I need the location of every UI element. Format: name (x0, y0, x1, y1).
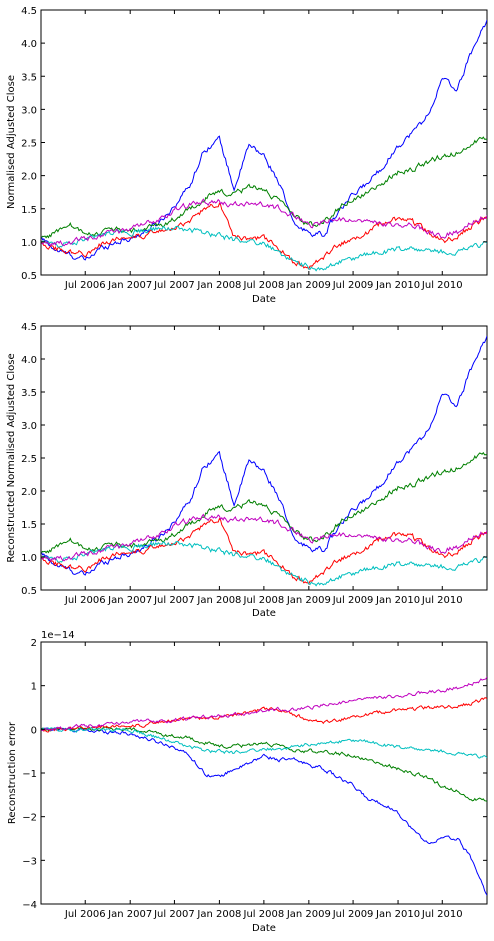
y-tick-label: 4.5 (21, 6, 37, 17)
y-scale-label-3: 1e−14 (41, 630, 75, 641)
x-tick-label: Jul 2009 (332, 909, 374, 920)
x-tick-label: Jan 2010 (375, 280, 420, 291)
y-tick-label: −3 (22, 856, 37, 867)
y-ticks-3: −4 −3 −2 −1 0 1 2 (22, 638, 487, 911)
chart-panel-1: 0.51.01.52.02.53.03.54.04.5 Jul 2006 Jan … (6, 6, 488, 305)
x-axis-label-1: Date (252, 294, 276, 305)
x-tick-label: Jan 2008 (196, 280, 241, 291)
x-tick-label: Jan 2010 (375, 595, 420, 606)
x-axis-label-3: Date (252, 923, 276, 934)
x-tick-label: Jul 2006 (64, 280, 106, 291)
y-tick-label: 2.5 (21, 139, 37, 150)
x-tick-label: Jan 2009 (286, 595, 331, 606)
x-tick-label: Jan 2008 (196, 595, 241, 606)
x-tick-label: Jul 2008 (243, 909, 285, 920)
series-line-5 (41, 676, 487, 732)
x-tick-label: Jan 2010 (375, 909, 420, 920)
x-tick-label: Jan 2007 (107, 909, 152, 920)
y-tick-label: 1.0 (21, 238, 37, 249)
series-group-3 (41, 676, 487, 896)
y-axis-label-1: Normalised Adjusted Close (6, 75, 17, 209)
series-line-3 (41, 697, 487, 733)
y-tick-label: 0.5 (21, 271, 37, 282)
series-line-1 (41, 19, 487, 261)
series-line-2 (41, 451, 487, 554)
x-tick-label: Jul 2007 (153, 595, 195, 606)
series-group-1 (41, 19, 487, 272)
y-tick-label: 1.0 (21, 553, 37, 564)
x-tick-label: Jul 2010 (421, 280, 463, 291)
y-tick-label: 1 (31, 682, 37, 693)
x-tick-label: Jan 2007 (107, 595, 152, 606)
y-tick-label: 1.5 (21, 205, 37, 216)
x-ticks-2: Jul 2006 Jan 2007 Jul 2007 Jan 2008 Jul 2008… (64, 326, 463, 606)
y-tick-label: 2.0 (21, 172, 37, 183)
x-ticks-3: Jul 2006 Jan 2007 Jul 2007 Jan 2008 Jul 2008… (64, 642, 463, 920)
series-line-1 (41, 727, 487, 896)
y-axis-label-3: Reconstruction error (7, 721, 18, 824)
x-ticks-1: Jul 2006 Jan 2007 Jul 2007 Jan 2008 Jul 2008… (64, 10, 463, 291)
series-line-3 (41, 517, 487, 585)
series-line-5 (41, 198, 487, 247)
series-line-3 (41, 202, 487, 270)
y-tick-label: 2.5 (21, 454, 37, 465)
x-tick-label: Jul 2009 (332, 280, 374, 291)
x-tick-label: Jul 2007 (153, 909, 195, 920)
series-line-2 (41, 136, 487, 239)
chart-panel-2: 0.51.01.52.02.53.03.54.04.5 Jul 2006 Jan … (6, 322, 488, 619)
y-tick-label: 3.0 (21, 421, 37, 432)
x-tick-label: Jul 2010 (421, 909, 463, 920)
y-ticks-1: 0.5 1.0 1.5 2.0 2.5 3.0 3.5 4.0 4.5 (21, 6, 487, 282)
x-tick-label: Jan 2007 (107, 280, 152, 291)
series-group-2 (41, 335, 487, 587)
y-tick-label: 2.0 (21, 487, 37, 498)
x-tick-label: Jul 2010 (421, 595, 463, 606)
x-tick-label: Jul 2008 (243, 595, 285, 606)
x-tick-label: Jul 2006 (64, 909, 106, 920)
y-tick-label: 3.0 (21, 105, 37, 116)
x-tick-label: Jul 2007 (153, 280, 195, 291)
y-tick-label: 4.0 (21, 355, 37, 366)
x-tick-label: Jul 2009 (332, 595, 374, 606)
y-tick-label: −4 (22, 900, 37, 911)
x-tick-label: Jul 2008 (243, 280, 285, 291)
x-axis-label-2: Date (252, 608, 276, 619)
y-tick-label: 2 (31, 638, 37, 649)
y-tick-label: 4.0 (21, 39, 37, 50)
y-tick-label: −2 (22, 813, 37, 824)
y-tick-label: 3.5 (21, 72, 37, 83)
x-tick-label: Jan 2009 (286, 909, 331, 920)
y-axis-label-2: Reconstructed Normalised Adjusted Close (6, 353, 17, 562)
series-line-5 (41, 513, 487, 562)
y-tick-label: 4.5 (21, 322, 37, 333)
x-tick-label: Jul 2006 (64, 595, 106, 606)
series-line-4 (41, 727, 487, 759)
y-tick-label: 1.5 (21, 520, 37, 531)
y-tick-label: 3.5 (21, 388, 37, 399)
series-line-1 (41, 335, 487, 576)
y-tick-label: 0.5 (21, 586, 37, 597)
plot-area-3 (40, 641, 488, 905)
y-tick-label: −1 (22, 769, 37, 780)
x-tick-label: Jan 2008 (196, 909, 241, 920)
x-tick-label: Jan 2009 (286, 280, 331, 291)
y-tick-label: 0 (31, 725, 37, 736)
y-ticks-2: 0.5 1.0 1.5 2.0 2.5 3.0 3.5 4.0 4.5 (21, 322, 487, 597)
